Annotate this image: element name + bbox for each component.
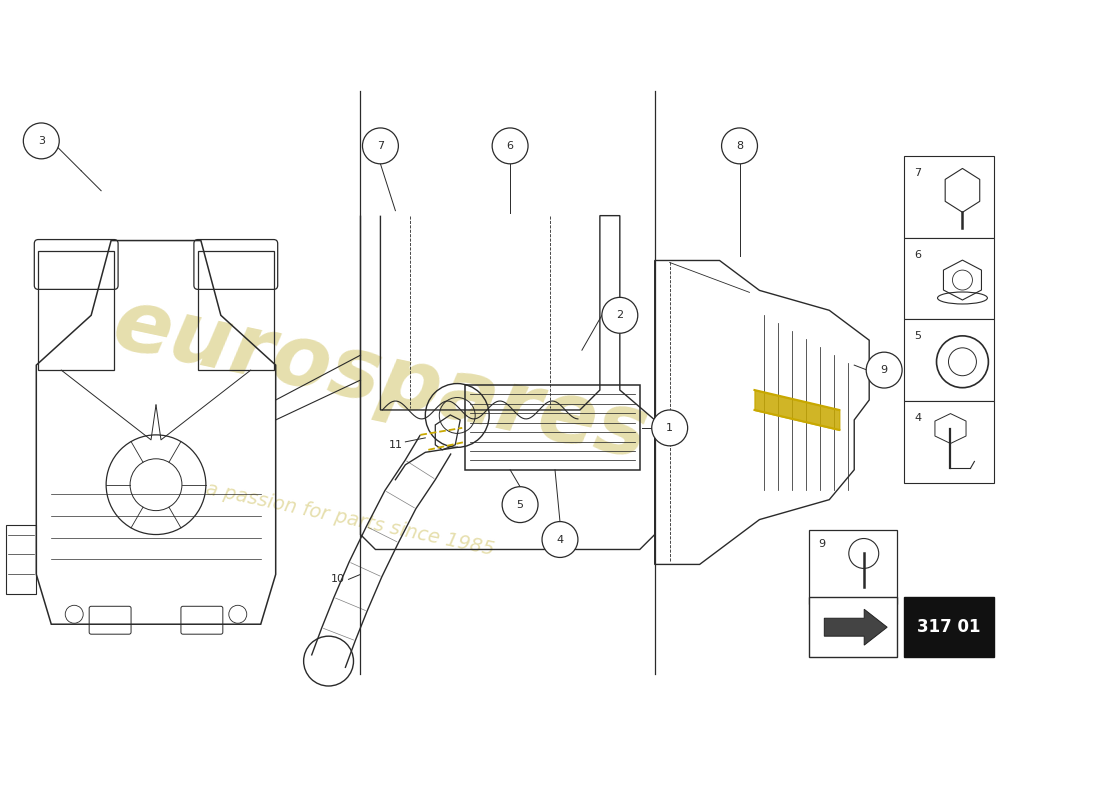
Circle shape [502, 486, 538, 522]
Text: 4: 4 [914, 413, 921, 423]
Bar [904, 238, 994, 319]
Circle shape [722, 128, 758, 164]
Text: 7: 7 [914, 168, 921, 178]
Bar [810, 530, 898, 604]
Text: 1: 1 [667, 423, 673, 433]
Text: 6: 6 [507, 141, 514, 151]
Bar [465, 385, 640, 470]
Bar [810, 598, 898, 657]
Text: 3: 3 [37, 136, 45, 146]
Text: 317 01: 317 01 [917, 618, 981, 636]
Text: 5: 5 [517, 500, 524, 510]
Text: eurospares: eurospares [106, 283, 656, 478]
Polygon shape [824, 610, 887, 645]
Text: 8: 8 [736, 141, 744, 151]
Bar [904, 598, 994, 657]
Text: 9: 9 [818, 538, 825, 549]
Text: 9: 9 [881, 365, 888, 375]
Text: 10: 10 [331, 574, 344, 584]
Text: 11: 11 [388, 440, 403, 450]
Circle shape [542, 522, 578, 558]
Bar [904, 156, 994, 238]
Bar [904, 401, 994, 482]
Text: a passion for parts since 1985: a passion for parts since 1985 [205, 480, 496, 559]
Circle shape [651, 410, 688, 446]
Text: 7: 7 [377, 141, 384, 151]
Bar [904, 319, 994, 401]
Circle shape [866, 352, 902, 388]
Text: 5: 5 [914, 331, 921, 342]
Circle shape [492, 128, 528, 164]
Circle shape [23, 123, 59, 159]
Circle shape [602, 298, 638, 334]
Text: 2: 2 [616, 310, 624, 320]
Circle shape [363, 128, 398, 164]
Text: 4: 4 [557, 534, 563, 545]
Text: 6: 6 [914, 250, 921, 259]
